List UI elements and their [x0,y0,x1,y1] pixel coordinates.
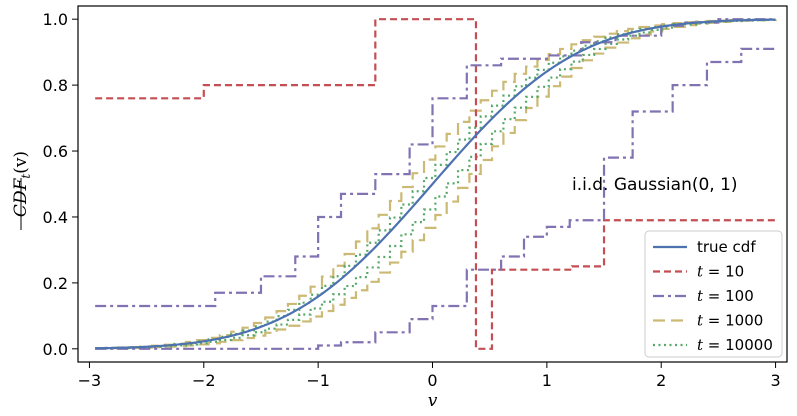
x-tick-label: −1 [306,371,330,390]
y-tick-label: 0.4 [43,208,68,227]
legend-box [644,230,783,358]
x-tick-label: −2 [192,371,216,390]
x-tick-label: 2 [656,371,666,390]
y-tick-label: 0.6 [43,142,68,161]
x-tick-label: 0 [427,371,437,390]
svg-text:CDFt(v): CDFt(v) [11,151,33,217]
ticks-layer: −3 −2 −1 0 1 2 3 0.0 0.2 0.4 0.6 0.8 1.0 [43,10,781,390]
legend-label: t = 100 [697,287,754,305]
x-tick-label: 1 [542,371,552,390]
annotation-text: i.i.d. Gaussian(0, 1) [572,175,738,195]
legend: true cdf t = 10 t = 100 t = 1000 t = 10000 [644,230,783,358]
x-axis-label: v [428,391,438,411]
y-tick-label: 1.0 [43,10,68,29]
series-layer [95,18,777,350]
series-true-cdf [95,18,776,350]
legend-label: t = 10 [697,263,744,281]
legend-label: true cdf [697,238,756,256]
y-tick-label: 0.8 [43,76,68,95]
series-step [95,18,776,350]
y-label-arg: (v) [11,151,31,174]
x-tick-label: 3 [770,371,780,390]
y-label-sub: t [19,174,33,179]
series-band-step [95,18,777,350]
series-band-step [95,18,777,350]
y-axis-label: CDFt(v) [11,151,33,230]
series-step [95,47,776,350]
series-step [95,18,776,308]
x-tick-label: −3 [78,371,102,390]
y-tick-label: 0.2 [43,274,68,293]
y-tick-label: 0.0 [43,340,68,359]
legend-label: t = 10000 [697,336,773,354]
legend-label: t = 1000 [697,312,763,330]
